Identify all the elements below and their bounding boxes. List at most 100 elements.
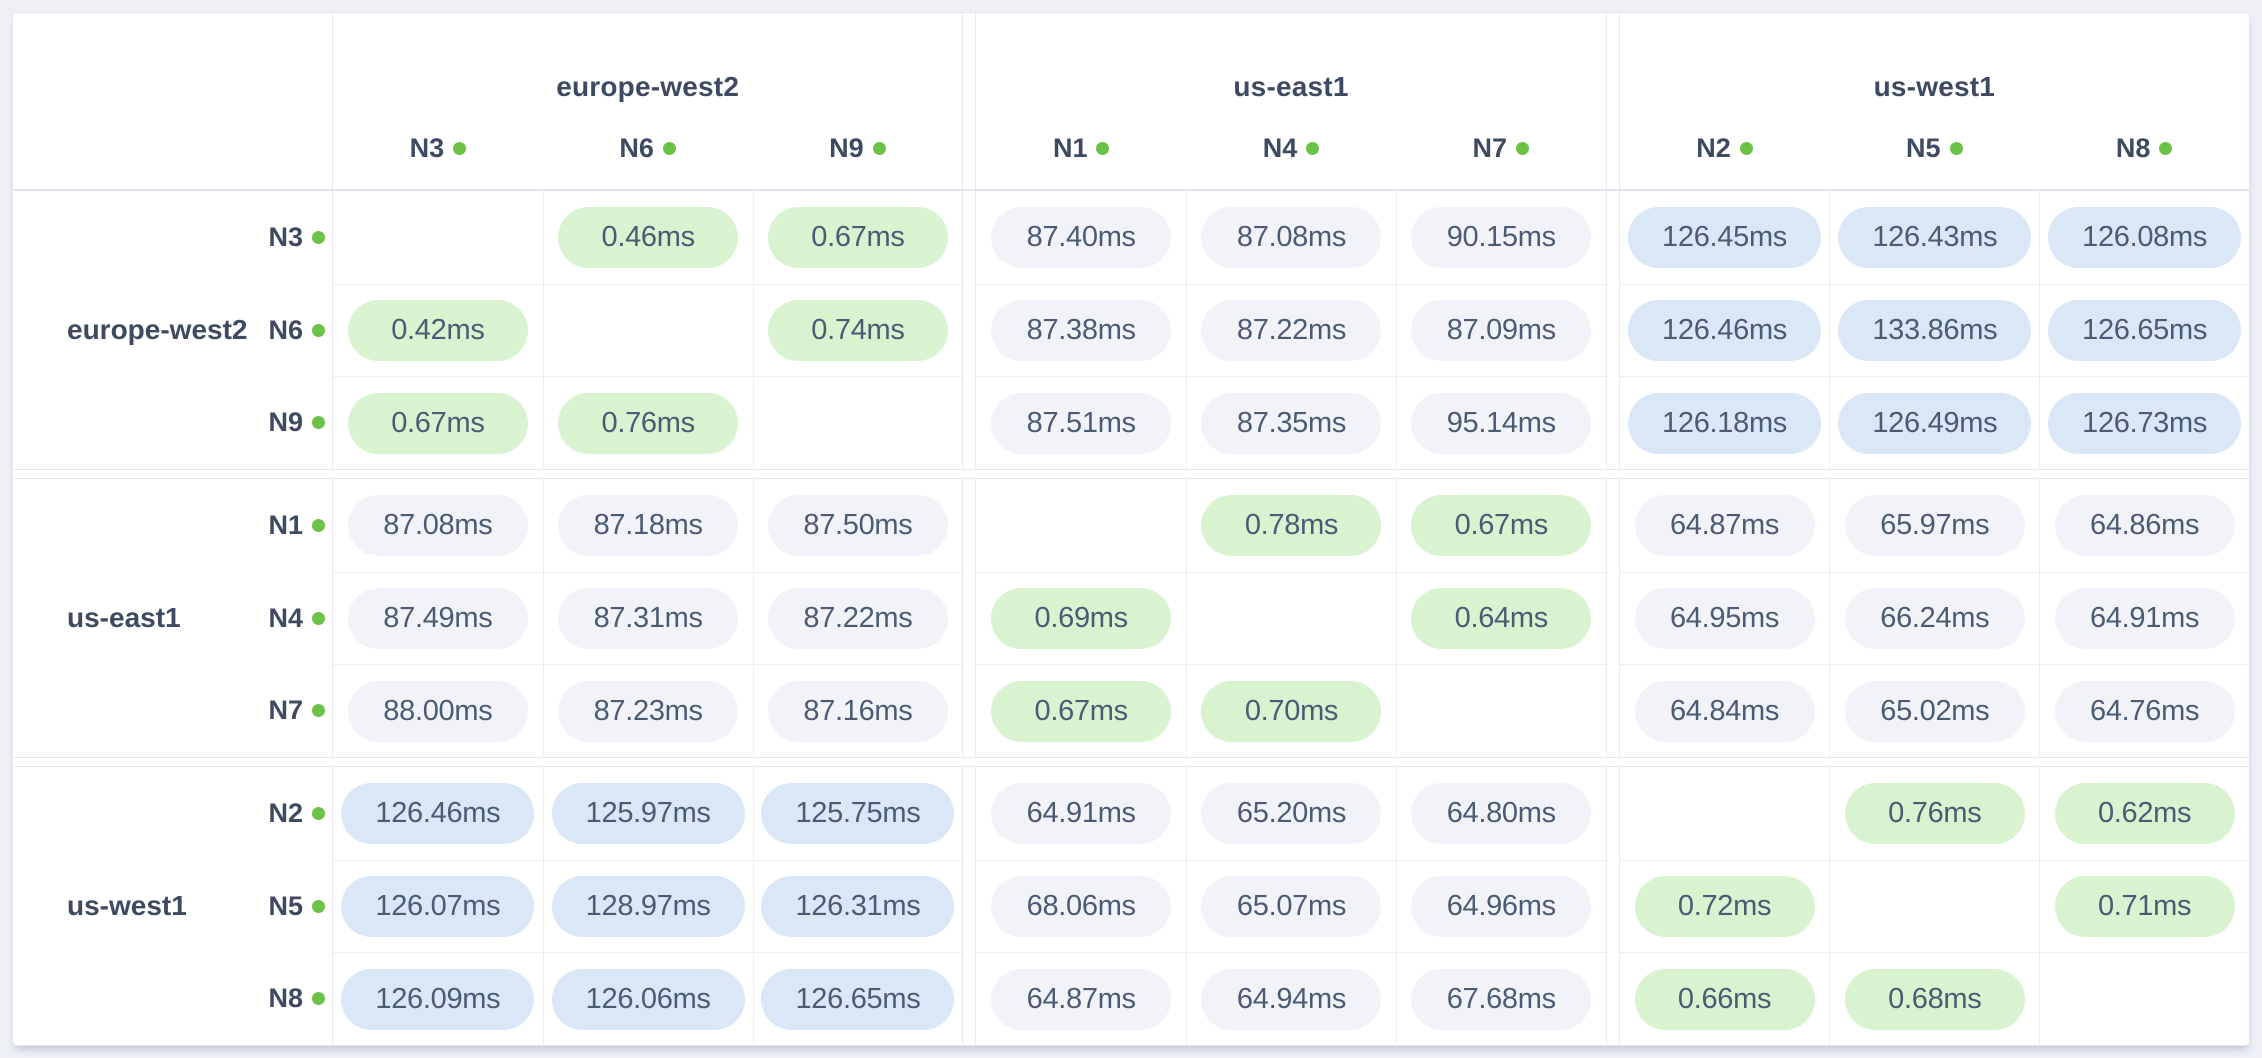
latency-pill[interactable]: 126.46ms	[1628, 299, 1822, 361]
latency-pill[interactable]: 65.02ms	[1844, 680, 2025, 742]
latency-pill[interactable]: 87.31ms	[558, 587, 739, 649]
latency-pill[interactable]: 0.70ms	[1201, 680, 1382, 742]
row-node-label[interactable]: N6	[13, 284, 332, 377]
column-node-header[interactable]: N7	[1396, 133, 1606, 164]
latency-pill[interactable]: 87.08ms	[1201, 206, 1382, 268]
column-node-header[interactable]: N8	[2039, 133, 2249, 164]
row-node-label[interactable]: N9	[13, 376, 332, 469]
latency-pill[interactable]: 87.49ms	[347, 587, 528, 649]
latency-pill[interactable]: 64.87ms	[1634, 494, 1815, 556]
column-group-us-west1: us-west1 N2 N5 N8	[1618, 13, 2249, 189]
latency-pill[interactable]: 0.67ms	[767, 206, 948, 268]
row-region-title: us-west1	[67, 890, 187, 921]
latency-pill[interactable]: 125.75ms	[761, 782, 955, 844]
latency-pill[interactable]: 126.65ms	[761, 968, 955, 1030]
column-node-header[interactable]: N6	[543, 133, 753, 164]
latency-pill[interactable]: 67.68ms	[1411, 968, 1592, 1030]
latency-pill[interactable]: 87.51ms	[991, 392, 1172, 454]
latency-pill[interactable]: 64.76ms	[2054, 680, 2235, 742]
latency-pill[interactable]: 64.87ms	[991, 968, 1172, 1030]
row-node-label[interactable]: N1	[13, 479, 332, 572]
row-node-label[interactable]: N8	[13, 952, 332, 1045]
latency-pill[interactable]: 128.97ms	[551, 875, 745, 937]
latency-pill[interactable]: 65.20ms	[1201, 782, 1382, 844]
latency-pill[interactable]: 87.22ms	[767, 587, 948, 649]
latency-pill[interactable]: 126.06ms	[551, 968, 745, 1030]
latency-pill[interactable]: 65.97ms	[1844, 494, 2025, 556]
latency-pill[interactable]: 126.31ms	[761, 875, 955, 937]
latency-pill[interactable]: 87.09ms	[1411, 299, 1592, 361]
column-node-header[interactable]: N4	[1186, 133, 1396, 164]
latency-pill[interactable]: 87.18ms	[558, 494, 739, 556]
column-node-header[interactable]: N5	[1829, 133, 2039, 164]
column-node-header-row: N1 N4 N7	[976, 133, 1605, 164]
column-node-header[interactable]: N9	[753, 133, 963, 164]
latency-pill[interactable]: 68.06ms	[991, 875, 1172, 937]
latency-pill[interactable]: 0.68ms	[1844, 968, 2025, 1030]
latency-pill[interactable]: 0.66ms	[1634, 968, 1815, 1030]
latency-pill[interactable]: 87.35ms	[1201, 392, 1382, 454]
latency-pill[interactable]: 64.96ms	[1411, 875, 1592, 937]
latency-pill[interactable]: 95.14ms	[1411, 392, 1592, 454]
latency-pill[interactable]: 0.72ms	[1634, 875, 1815, 937]
latency-pill[interactable]: 87.50ms	[767, 494, 948, 556]
latency-pill[interactable]: 125.97ms	[551, 782, 745, 844]
row-group-labels: europe-west2 N3 N6 N9	[13, 191, 333, 469]
column-node-header[interactable]: N2	[1620, 133, 1830, 164]
latency-pill[interactable]: 90.15ms	[1411, 206, 1592, 268]
latency-pill[interactable]: 126.49ms	[1838, 392, 2032, 454]
latency-pill[interactable]: 88.00ms	[347, 680, 528, 742]
latency-pill[interactable]: 0.69ms	[991, 587, 1172, 649]
node-status-dot	[2159, 142, 2173, 155]
row-node-label[interactable]: N3	[13, 191, 332, 284]
latency-pill[interactable]: 64.91ms	[2054, 587, 2235, 649]
latency-pill[interactable]: 87.38ms	[991, 299, 1172, 361]
node-label: N9	[829, 133, 864, 163]
latency-pill[interactable]: 0.74ms	[767, 299, 948, 361]
latency-pill[interactable]: 0.64ms	[1411, 587, 1592, 649]
latency-cell: 126.06ms	[542, 952, 753, 1045]
latency-pill[interactable]: 0.67ms	[1411, 494, 1592, 556]
latency-pill[interactable]: 65.07ms	[1201, 875, 1382, 937]
latency-pill[interactable]: 0.46ms	[558, 206, 739, 268]
latency-pill[interactable]: 0.67ms	[347, 392, 528, 454]
row-node-label[interactable]: N5	[13, 860, 332, 953]
latency-pill[interactable]: 64.91ms	[991, 782, 1172, 844]
latency-pill[interactable]: 87.08ms	[347, 494, 528, 556]
latency-pill[interactable]: 87.22ms	[1201, 299, 1382, 361]
latency-pill[interactable]: 87.23ms	[558, 680, 739, 742]
latency-pill[interactable]: 0.67ms	[991, 680, 1172, 742]
latency-pill[interactable]: 87.40ms	[991, 206, 1172, 268]
latency-pill[interactable]: 0.71ms	[2054, 875, 2235, 937]
row-node-label[interactable]: N7	[13, 664, 332, 757]
latency-pill[interactable]: 64.86ms	[2054, 494, 2235, 556]
latency-pill[interactable]: 126.46ms	[341, 782, 535, 844]
latency-pill[interactable]: 64.84ms	[1634, 680, 1815, 742]
row-node-label[interactable]: N2	[13, 767, 332, 860]
column-node-header[interactable]: N1	[976, 133, 1186, 164]
latency-pill[interactable]: 126.43ms	[1838, 206, 2032, 268]
latency-pill[interactable]: 64.94ms	[1201, 968, 1382, 1030]
latency-cell: 87.09ms	[1395, 283, 1606, 377]
latency-pill[interactable]: 133.86ms	[1838, 299, 2032, 361]
latency-pill[interactable]: 64.80ms	[1411, 782, 1592, 844]
latency-pill[interactable]: 126.18ms	[1628, 392, 1822, 454]
latency-pill[interactable]: 0.42ms	[347, 299, 528, 361]
latency-pill[interactable]: 126.65ms	[2048, 299, 2242, 361]
latency-pill[interactable]: 0.78ms	[1201, 494, 1382, 556]
latency-pill[interactable]: 0.76ms	[558, 392, 739, 454]
latency-pill[interactable]: 126.07ms	[341, 875, 535, 937]
latency-pill[interactable]: 126.08ms	[2048, 206, 2242, 268]
latency-cell: 64.87ms	[976, 952, 1187, 1045]
latency-pill[interactable]: 126.73ms	[2048, 392, 2242, 454]
latency-pill[interactable]: 87.16ms	[767, 680, 948, 742]
latency-pill[interactable]: 66.24ms	[1844, 587, 2025, 649]
column-node-header[interactable]: N3	[333, 133, 543, 164]
latency-pill[interactable]: 0.62ms	[2054, 782, 2235, 844]
row-node-label[interactable]: N4	[13, 572, 332, 665]
latency-cell: 64.96ms	[1395, 859, 1606, 953]
latency-pill[interactable]: 64.95ms	[1634, 587, 1815, 649]
latency-pill[interactable]: 0.76ms	[1844, 782, 2025, 844]
latency-pill[interactable]: 126.45ms	[1628, 206, 1822, 268]
latency-pill[interactable]: 126.09ms	[341, 968, 535, 1030]
